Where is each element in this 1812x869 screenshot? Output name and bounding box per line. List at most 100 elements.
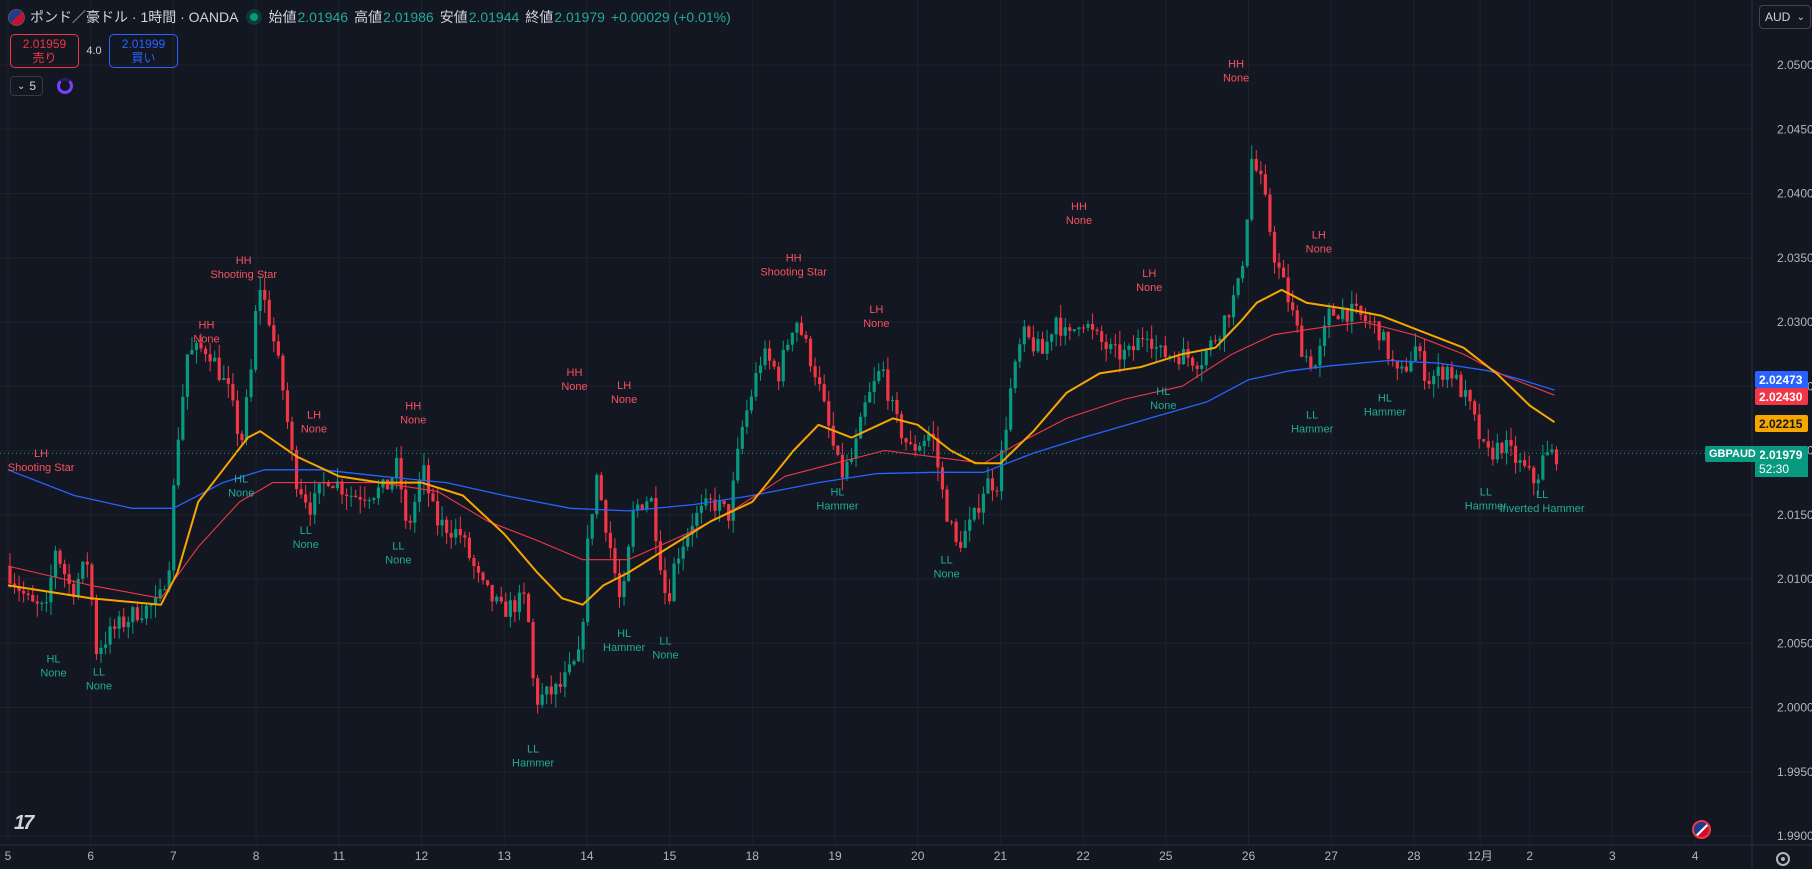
candle-body	[1545, 452, 1549, 456]
candle-body	[595, 474, 599, 515]
candle-body	[990, 478, 995, 491]
candle-body	[490, 584, 494, 602]
candle-body	[622, 581, 626, 598]
candle-body	[122, 616, 126, 628]
indicator-count: 5	[29, 79, 37, 93]
candle-body	[108, 626, 112, 645]
candle-body	[8, 566, 12, 584]
candle-body	[822, 384, 826, 402]
candle-body	[608, 532, 613, 549]
candle-body	[1291, 302, 1295, 311]
y-tick-label: 2.00000	[1777, 701, 1812, 715]
candle-body	[1200, 365, 1204, 369]
y-tick-label: 2.04500	[1777, 122, 1812, 136]
candle-body	[981, 493, 985, 513]
candle-body	[1191, 357, 1195, 366]
candle-body	[777, 366, 781, 382]
candle-body	[26, 593, 30, 595]
candle-body	[67, 574, 71, 584]
candle-body	[890, 400, 895, 402]
x-tick-label: 15	[663, 849, 677, 863]
candle-body	[1159, 345, 1163, 348]
candle-body	[681, 546, 685, 559]
candle-body	[53, 550, 58, 578]
x-tick-label: 20	[911, 849, 925, 863]
candle-body	[258, 289, 262, 311]
trade-panel: 2.01959 売り 4.0 2.01999 買い	[10, 34, 178, 68]
sell-button[interactable]: 2.01959 売り	[10, 34, 79, 68]
candle-body	[972, 507, 976, 520]
candle-body	[17, 586, 21, 591]
candle-body	[1063, 327, 1067, 336]
candle-body	[845, 461, 849, 478]
candle-body	[326, 482, 330, 487]
australia-flag-icon[interactable]	[1692, 820, 1711, 839]
candle-body	[1541, 455, 1545, 480]
candle-body	[781, 349, 785, 382]
candle-body	[1500, 442, 1504, 453]
ma-red-line	[7, 321, 1555, 599]
symbol-title[interactable]: ポンド／豪ドル · 1時間 · OANDA	[30, 9, 239, 25]
candle-body	[576, 649, 581, 662]
candle-body	[1413, 346, 1418, 361]
candle-body	[363, 499, 367, 501]
currency-select[interactable]: AUD ⌄	[1759, 5, 1811, 29]
candle-body	[1268, 194, 1272, 232]
candle-body	[840, 454, 844, 478]
gear-icon[interactable]	[1776, 852, 1790, 866]
candle-body	[417, 480, 421, 503]
candle-body	[913, 443, 917, 451]
candle-body	[167, 570, 171, 590]
candle-body	[695, 512, 699, 526]
candle-body	[740, 426, 744, 449]
candle-body	[1150, 338, 1154, 349]
candle-body	[290, 421, 294, 450]
indicator-row: ⌄ 5	[10, 76, 74, 96]
swing-label: LH None	[1306, 229, 1332, 255]
candle-body	[717, 500, 722, 511]
candle-body	[1263, 174, 1267, 195]
candle-body	[22, 590, 26, 594]
candle-body	[617, 573, 622, 598]
candle-body	[140, 618, 144, 621]
candle-body	[1395, 360, 1399, 369]
candle-body	[372, 498, 376, 501]
candle-body	[936, 438, 940, 468]
candle-body	[231, 383, 235, 401]
candle-body	[663, 570, 667, 594]
swing-label: LH None	[863, 304, 889, 330]
candle-body	[1382, 331, 1386, 341]
x-tick-label: 21	[994, 849, 1008, 863]
tradingview-logo-icon[interactable]: 17	[14, 812, 34, 834]
candle-body	[385, 479, 390, 490]
indicators-toggle-button[interactable]: ⌄ 5	[10, 76, 44, 96]
candle-body	[1086, 323, 1090, 328]
candle-body	[1104, 341, 1108, 350]
candle-body	[1513, 445, 1518, 463]
candle-body	[1272, 231, 1277, 263]
candle-body	[649, 498, 653, 502]
candle-body	[1459, 374, 1463, 397]
candle-body	[99, 647, 103, 655]
swing-label: HL None	[228, 474, 254, 500]
ma-blue-line	[7, 359, 1555, 512]
high-label: 高値	[354, 9, 383, 25]
buy-button[interactable]: 2.01999 買い	[109, 34, 178, 68]
candle-body	[1031, 337, 1036, 352]
candle-body	[1127, 346, 1131, 350]
candle-body	[176, 439, 180, 486]
price-tag-blue-ma: 2.02473	[1755, 371, 1808, 388]
candle-body	[745, 410, 749, 427]
swing-label: LL Hammer	[1465, 486, 1508, 512]
candle-body	[276, 341, 280, 356]
candle-body	[1241, 265, 1245, 279]
candle-body	[1372, 321, 1377, 323]
candle-body	[267, 299, 271, 326]
candle-body	[1163, 345, 1167, 357]
high-value: 2.01986	[383, 9, 434, 25]
candle-body	[658, 541, 663, 571]
candle-body	[495, 596, 499, 602]
candle-body	[244, 397, 249, 441]
